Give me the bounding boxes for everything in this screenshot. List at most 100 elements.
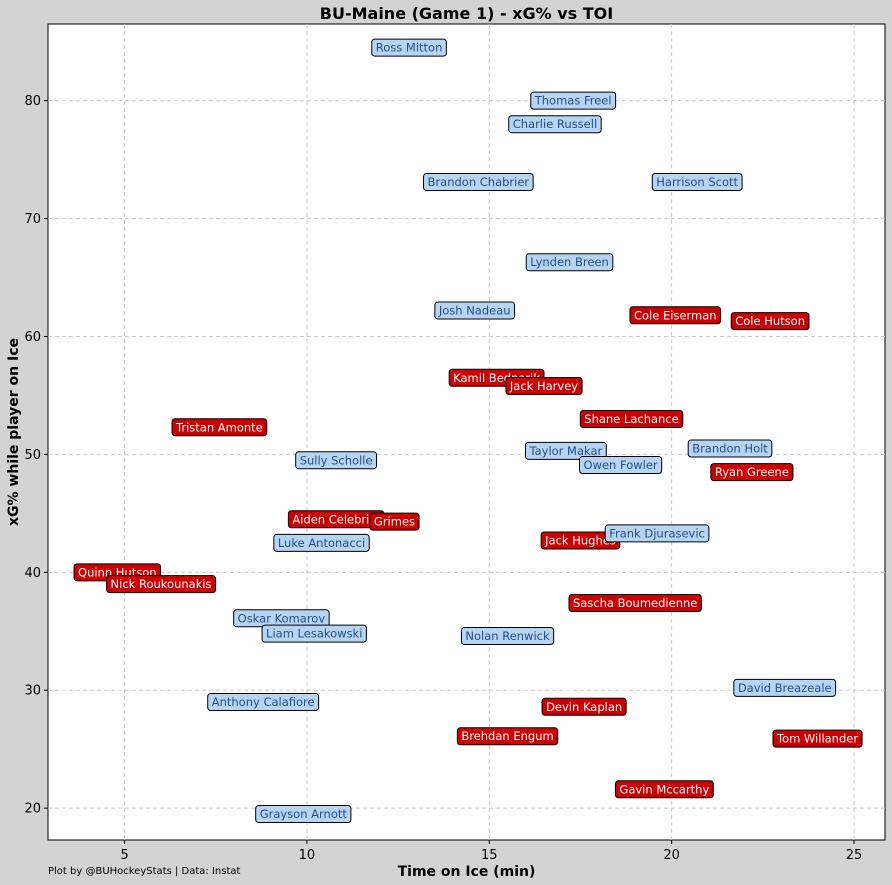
x-tick-label: 5	[120, 848, 128, 863]
label-box	[579, 456, 663, 475]
label-box	[730, 312, 810, 331]
player-name: Ryan Greene	[715, 465, 789, 479]
player-name: David Breazeale	[738, 681, 832, 695]
player-name: Aiden Celebrini	[292, 512, 379, 526]
data-point-label: Gavin Mccarthy	[614, 780, 714, 799]
label-box	[525, 253, 614, 272]
label-box	[579, 410, 684, 429]
player-name: Owen Fowler	[584, 458, 658, 472]
y-tick-label: 20	[24, 802, 41, 817]
player-name: Luke Antonacci	[278, 536, 365, 550]
player-name: Grayson Arnott	[260, 807, 348, 821]
data-point-label: Taylor Makar	[524, 441, 607, 460]
x-axis-label: Time on Ice (min)	[398, 864, 536, 880]
player-name: Brandon Chabrier	[428, 175, 530, 189]
y-tick-label: 50	[24, 448, 41, 463]
player-name: Brehdan Engum	[461, 729, 553, 743]
player-name: Thomas Freel	[534, 94, 612, 108]
data-point-label: Oskar Komarov	[233, 609, 330, 628]
player-name: Tristan Amonte	[175, 420, 263, 434]
label-box	[460, 627, 555, 645]
label-box	[710, 463, 794, 482]
data-point-label: Frank Djurasevic	[604, 524, 710, 543]
data-point-label: Brandon Holt	[687, 439, 773, 458]
player-name: Jack Hughes	[544, 533, 616, 547]
data-point-label: Cole Hutson	[730, 312, 810, 331]
data-point-label: Luke Antonacci	[273, 533, 370, 552]
player-name: Sascha Boumedienne	[573, 596, 697, 610]
x-tick-label: 10	[299, 848, 316, 863]
player-name: Anthony Calafiore	[212, 695, 315, 709]
data-point-label: Liam Lesakowski	[261, 624, 367, 643]
player-name: Harrison Scott	[656, 175, 738, 189]
player-name: Jack Harvey	[509, 379, 578, 393]
label-box	[261, 624, 367, 643]
label-box	[733, 678, 837, 697]
x-tick-label: 15	[481, 848, 498, 863]
data-point-label: Grimes	[369, 512, 420, 531]
player-name: Charlie Russell	[513, 117, 597, 131]
label-box	[434, 301, 516, 320]
data-point-label: Tom Willander	[772, 729, 863, 748]
label-box	[651, 173, 743, 192]
data-point-label: Sully Scholle	[295, 451, 378, 470]
data-point-label: Nick Roukounakis	[106, 575, 217, 594]
player-name: Cole Hutson	[735, 314, 805, 328]
player-name: Brandon Holt	[692, 442, 768, 456]
label-box	[255, 805, 352, 824]
label-box	[614, 780, 714, 799]
data-point-label: Ross Mitton	[371, 38, 447, 57]
label-box	[508, 115, 602, 134]
label-box	[423, 173, 534, 192]
player-name: Oskar Komarov	[238, 611, 326, 625]
label-box	[530, 91, 617, 110]
player-name: Tom Willander	[776, 732, 858, 746]
player-name: Taylor Makar	[528, 444, 602, 458]
data-point-label: Grayson Arnott	[255, 805, 352, 824]
label-box	[505, 377, 583, 396]
label-box	[772, 729, 863, 748]
label-box	[273, 533, 370, 552]
label-box	[369, 512, 420, 531]
player-name: Devin Kaplan	[546, 700, 622, 714]
data-point-label: Brandon Chabrier	[423, 173, 534, 192]
label-box	[604, 524, 710, 543]
player-name: Lynden Breen	[530, 255, 609, 269]
player-name: Ross Mitton	[376, 41, 443, 55]
y-axis-label: xG% while player on Ice	[6, 338, 22, 526]
ticks: 5 10 15 20 25 20 30 40 50 60 70 80	[24, 94, 862, 863]
y-tick-label: 30	[24, 684, 41, 699]
data-point-label: Tristan Amonte	[171, 418, 268, 437]
data-point-label: Nolan Renwick	[460, 627, 555, 645]
label-box	[171, 418, 268, 437]
chart-title: BU-Maine (Game 1) - xG% vs TOI	[320, 4, 613, 23]
label-box	[541, 697, 627, 716]
label-box	[456, 727, 559, 746]
data-point-label: Harrison Scott	[651, 173, 743, 192]
data-point-label: Brehdan Engum	[456, 727, 559, 746]
label-box	[207, 693, 320, 712]
player-name: Cole Eiserman	[634, 308, 717, 322]
label-box	[568, 593, 702, 612]
y-tick-label: 70	[24, 212, 41, 227]
x-tick-label: 25	[846, 848, 863, 863]
data-point-label: Owen Fowler	[579, 456, 663, 475]
data-point-label: Thomas Freel	[530, 91, 617, 110]
data-point-label: Ryan Greene	[710, 463, 794, 482]
label-box	[106, 575, 217, 594]
player-name: Shane Lachance	[584, 412, 678, 426]
data-point-label: Devin Kaplan	[541, 697, 627, 716]
player-name: Grimes	[374, 515, 415, 529]
credit-note: Plot by @BUHockeyStats | Data: Instat	[48, 866, 241, 877]
label-box	[295, 451, 378, 470]
y-tick-label: 60	[24, 330, 41, 345]
label-box	[524, 441, 607, 460]
player-name: Liam Lesakowski	[266, 627, 362, 641]
data-point-label: Lynden Breen	[525, 253, 614, 272]
y-tick-label: 40	[24, 566, 41, 581]
player-name: Frank Djurasevic	[609, 526, 705, 540]
data-point-label: Shane Lachance	[579, 410, 684, 429]
data-point-label: Cole Eiserman	[629, 306, 722, 325]
